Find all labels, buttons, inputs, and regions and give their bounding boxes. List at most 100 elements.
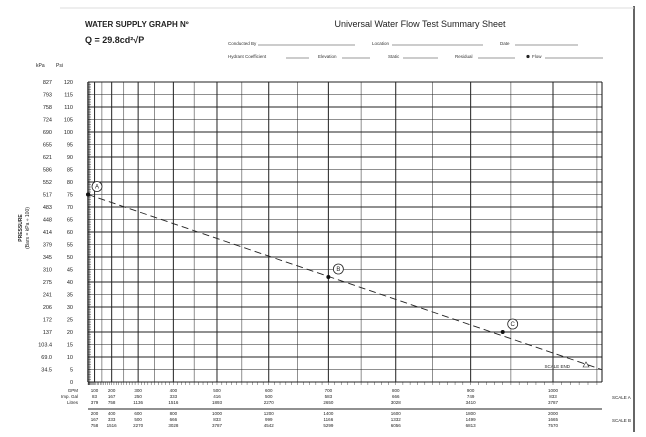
scale-a-litres: 758 [108, 400, 116, 405]
graph-formula: Q = 29.8cd²√P [85, 35, 144, 45]
y-tick-kpa: 34.5 [41, 368, 52, 374]
scale-a-imp-gal: 833 [549, 394, 557, 399]
scale-a-litres: 2270 [264, 400, 275, 405]
y-tick-psi: 55 [67, 243, 73, 249]
scale-b-gpm: 600 [134, 411, 142, 416]
y-axis-label: PRESSURE [18, 214, 24, 242]
y-tick-kpa: 275 [43, 280, 52, 286]
y-axis-sublabel: (Bars = kPa ÷ 100) [25, 207, 31, 249]
scale-a-imp-gal: 167 [108, 394, 116, 399]
scale-a-gpm: 700 [325, 388, 333, 393]
scale-a-imp-gal: 749 [467, 394, 475, 399]
scale-a-litres: 1893 [212, 400, 223, 405]
scale-b-litres: 6056 [391, 423, 402, 428]
scale-b-litres: 6813 [466, 423, 477, 428]
y-tick-psi: 90 [67, 155, 73, 161]
y-tick-kpa: 586 [43, 168, 52, 174]
scale-b-litres: 2270 [133, 423, 144, 428]
scale-a-imp-gal: 333 [170, 394, 178, 399]
y-tick-kpa: 103.4 [38, 343, 52, 349]
scale-a-litres: 379 [91, 400, 99, 405]
scale-b-imp-gal: 1499 [466, 417, 477, 422]
scale-a-imp-gal: 83 [92, 394, 98, 399]
scale-b-imp-gal: 999 [265, 417, 273, 422]
scale-b-litres: 3787 [212, 423, 223, 428]
scale-a-gpm: 1000 [548, 388, 559, 393]
point-label-c: C [511, 322, 516, 328]
flow-dot-icon [526, 54, 530, 59]
scale-b-litres: 3028 [168, 423, 179, 428]
scale-a-label: SCALE A [612, 395, 631, 400]
y-tick-psi: 35 [67, 293, 73, 299]
scale-a-gpm: 200 [108, 388, 116, 393]
y-tick-kpa: 724 [43, 118, 52, 124]
date-label: Date [500, 41, 510, 46]
y-unit-psi: Psi [56, 63, 63, 69]
flow-label: Flow [532, 54, 542, 59]
chart-grid [87, 81, 603, 385]
scale-a-imp-gal: 500 [265, 394, 273, 399]
scale-b-litres: 1516 [107, 423, 118, 428]
scale-a-gpm: 100 [91, 388, 99, 393]
scale-b-gpm: 800 [170, 411, 178, 416]
scale-b-imp-gal: 833 [213, 417, 221, 422]
y-tick-psi: 15 [67, 343, 73, 349]
scale-b-litres: 758 [91, 423, 99, 428]
scale-b-gpm: 1200 [264, 411, 275, 416]
y-tick-kpa: 552 [43, 180, 52, 186]
scale-a-gpm: 500 [213, 388, 221, 393]
y-tick-psi: 80 [67, 180, 73, 186]
scale-a-imp-gal: 666 [392, 394, 400, 399]
y-tick-kpa: 758 [43, 105, 52, 111]
point-label-circle [91, 181, 103, 192]
y-tick-kpa: 517 [43, 193, 52, 199]
scale-b-gpm: 200 [91, 411, 99, 416]
y-tick-kpa: 206 [43, 305, 52, 311]
scale-b-imp-gal: 500 [134, 417, 142, 422]
y-tick-psi: 60 [67, 230, 73, 236]
y-tick-psi: 10 [67, 355, 73, 361]
scale-a-litres: 3410 [466, 400, 477, 405]
scale-b-imp-gal: 333 [108, 417, 116, 422]
y-tick-kpa: 621 [43, 155, 52, 161]
y-tick-psi: 45 [67, 268, 73, 274]
scale-b-gpm: 2000 [548, 411, 559, 416]
data-point-b [326, 275, 331, 279]
y-tick-kpa: 69.0 [41, 355, 52, 361]
y-tick-kpa: 379 [43, 243, 52, 249]
scale-a-gpm: 300 [134, 388, 142, 393]
scale-b-gpm: 1800 [466, 411, 477, 416]
y-tick-kpa: 483 [43, 205, 52, 211]
scale-b-imp-gal: 1332 [391, 417, 402, 422]
y-tick-psi: 25 [67, 318, 73, 324]
y-tick-kpa: 310 [43, 268, 52, 274]
data-point-c [500, 330, 505, 334]
y-tick-psi: 0 [70, 380, 73, 386]
y-tick-psi: 30 [67, 305, 73, 311]
scale-row-label: GPM [68, 388, 79, 393]
form-fields: Conducted By Location Date Hydrant Coeff… [228, 41, 603, 59]
scale-a-imp-gal: 583 [325, 394, 333, 399]
scale-b-litres: 4542 [264, 423, 275, 428]
scale-end-label: SCALE END [544, 364, 570, 369]
y-unit-kpa: kPa [36, 63, 45, 69]
y-tick-kpa: 448 [43, 218, 52, 224]
y-tick-psi: 70 [67, 205, 73, 211]
y-tick-kpa: 241 [43, 293, 52, 299]
scale-b-imp-gal: 1166 [324, 417, 334, 422]
point-label-a: A [95, 185, 99, 191]
scale-row-label: Imp. Gal [61, 394, 78, 399]
scale-a-gpm: 400 [170, 388, 178, 393]
elevation-label: Elevation [318, 54, 337, 59]
scale-b-litres: 7570 [548, 423, 559, 428]
scale-row-label: Litres [67, 400, 79, 405]
conducted-by-label: Conducted By [228, 41, 257, 46]
y-tick-psi: 5 [70, 368, 73, 374]
scale-a-litres: 1136 [133, 400, 143, 405]
scale-b-label: SCALE B [612, 418, 631, 423]
y-tick-psi: 50 [67, 255, 73, 261]
location-label: Location [372, 41, 390, 46]
residual-label: Residual [455, 54, 473, 59]
